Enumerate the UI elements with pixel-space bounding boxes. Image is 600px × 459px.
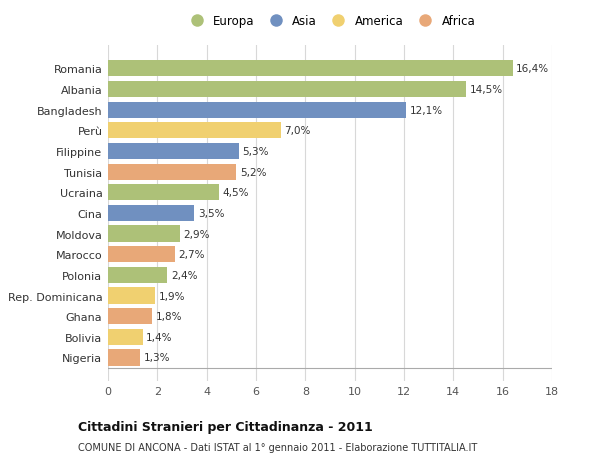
Bar bbox=[108, 123, 281, 139]
Legend: Europa, Asia, America, Africa: Europa, Asia, America, Africa bbox=[185, 15, 475, 28]
Text: 3,5%: 3,5% bbox=[198, 208, 224, 218]
Text: 2,4%: 2,4% bbox=[171, 270, 197, 280]
Text: 1,4%: 1,4% bbox=[146, 332, 173, 342]
Bar bbox=[108, 288, 155, 304]
Text: 16,4%: 16,4% bbox=[516, 64, 550, 74]
Bar bbox=[108, 308, 152, 325]
Bar bbox=[108, 185, 219, 201]
Bar bbox=[108, 246, 175, 263]
Bar bbox=[108, 144, 239, 160]
Bar bbox=[108, 61, 512, 77]
Text: 7,0%: 7,0% bbox=[284, 126, 311, 136]
Text: 14,5%: 14,5% bbox=[469, 85, 502, 95]
Text: 4,5%: 4,5% bbox=[223, 188, 249, 198]
Text: 12,1%: 12,1% bbox=[410, 106, 443, 115]
Bar bbox=[108, 226, 179, 242]
Bar bbox=[108, 267, 167, 283]
Text: 1,8%: 1,8% bbox=[156, 312, 182, 321]
Text: COMUNE DI ANCONA - Dati ISTAT al 1° gennaio 2011 - Elaborazione TUTTITALIA.IT: COMUNE DI ANCONA - Dati ISTAT al 1° genn… bbox=[78, 442, 477, 452]
Text: 5,2%: 5,2% bbox=[240, 167, 266, 177]
Bar bbox=[108, 350, 140, 366]
Text: Cittadini Stranieri per Cittadinanza - 2011: Cittadini Stranieri per Cittadinanza - 2… bbox=[78, 420, 373, 433]
Text: 2,9%: 2,9% bbox=[183, 229, 210, 239]
Bar bbox=[108, 205, 194, 222]
Text: 2,7%: 2,7% bbox=[178, 250, 205, 260]
Bar bbox=[108, 102, 406, 118]
Bar bbox=[108, 82, 466, 98]
Text: 1,3%: 1,3% bbox=[144, 353, 170, 363]
Bar bbox=[108, 329, 143, 345]
Text: 1,9%: 1,9% bbox=[158, 291, 185, 301]
Bar bbox=[108, 164, 236, 180]
Text: 5,3%: 5,3% bbox=[242, 146, 269, 157]
